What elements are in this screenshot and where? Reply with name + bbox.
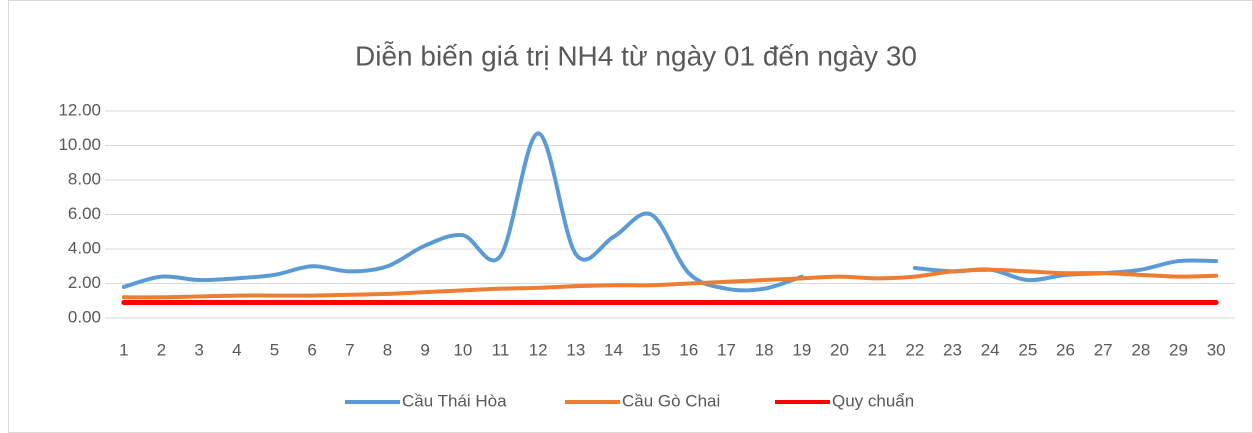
x-tick-label: 25 (1018, 340, 1037, 359)
x-tick-label: 17 (717, 340, 736, 359)
chart-border (8, 0, 1253, 433)
x-tick-label: 6 (307, 340, 316, 359)
x-tick-label: 28 (1131, 340, 1150, 359)
x-tick-label: 11 (492, 340, 510, 359)
legend-label: Cầu Gò Chai (622, 391, 720, 410)
x-tick-label: 30 (1207, 340, 1226, 359)
x-tick-label: 4 (232, 340, 241, 359)
x-tick-label: 29 (1169, 340, 1188, 359)
x-tick-label: 7 (345, 340, 354, 359)
y-tick-label: 8.00 (68, 169, 101, 188)
y-tick-label: 6.00 (68, 204, 101, 223)
y-tick-label: 10.00 (58, 135, 101, 154)
x-tick-label: 27 (1094, 340, 1113, 359)
x-tick-label: 8 (383, 340, 392, 359)
x-tick-label: 13 (566, 340, 585, 359)
x-tick-label: 1 (119, 340, 128, 359)
legend-label: Quy chuẩn (832, 391, 914, 410)
y-tick-label: 0.00 (68, 307, 101, 326)
x-tick-label: 9 (420, 340, 429, 359)
y-tick-label: 2.00 (68, 273, 101, 292)
data-line (121, 267, 1219, 300)
y-tick-label: 12.00 (58, 100, 101, 119)
x-tick-label: 21 (868, 340, 887, 359)
x-tick-label: 20 (830, 340, 849, 359)
y-tick-label: 4.00 (68, 238, 101, 257)
x-tick-label: 14 (604, 340, 623, 359)
chart-title: Diễn biến giá trị NH4 từ ngày 01 đến ngà… (355, 40, 917, 71)
x-tick-label: 12 (529, 340, 548, 359)
x-tick-label: 26 (1056, 340, 1075, 359)
x-tick-label: 15 (642, 340, 661, 359)
x-tick-label: 10 (453, 340, 472, 359)
x-tick-label: 22 (905, 340, 924, 359)
x-tick-label: 23 (943, 340, 962, 359)
x-tick-label: 18 (755, 340, 774, 359)
x-tick-label: 16 (679, 340, 698, 359)
x-tick-label: 24 (981, 340, 1000, 359)
x-tick-label: 2 (157, 340, 166, 359)
x-tick-label: 5 (270, 340, 279, 359)
x-tick-label: 3 (194, 340, 203, 359)
x-tick-label: 19 (792, 340, 811, 359)
legend-label: Cầu Thái Hòa (402, 391, 507, 410)
